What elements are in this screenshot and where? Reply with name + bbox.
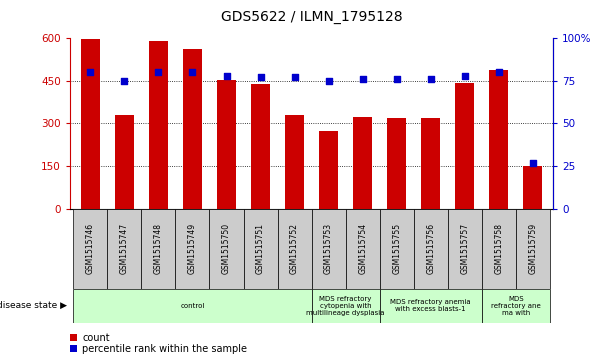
Bar — [353, 117, 372, 209]
Text: GSM1515746: GSM1515746 — [86, 223, 95, 274]
Text: GSM1515748: GSM1515748 — [154, 223, 163, 274]
Bar — [108, 209, 142, 289]
Text: GDS5622 / ILMN_1795128: GDS5622 / ILMN_1795128 — [221, 9, 402, 24]
Bar — [149, 41, 168, 209]
Bar — [482, 289, 550, 323]
Bar — [489, 70, 508, 209]
Text: MDS refractory anemia
with excess blasts-1: MDS refractory anemia with excess blasts… — [390, 299, 471, 312]
Bar — [319, 131, 338, 209]
Bar — [81, 39, 100, 209]
Point — [290, 74, 300, 80]
Bar — [74, 209, 108, 289]
Bar — [345, 209, 379, 289]
Point — [494, 69, 503, 75]
Point — [154, 69, 164, 75]
Text: GSM1515757: GSM1515757 — [460, 223, 469, 274]
Bar — [244, 209, 278, 289]
Text: MDS refractory
cytopenia with
multilineage dysplasia: MDS refractory cytopenia with multilinea… — [306, 296, 385, 316]
Text: GSM1515754: GSM1515754 — [358, 223, 367, 274]
Bar — [447, 209, 482, 289]
Point — [120, 78, 130, 83]
Text: percentile rank within the sample: percentile rank within the sample — [82, 344, 247, 354]
Bar — [523, 166, 542, 209]
Bar — [421, 118, 440, 209]
Text: count: count — [82, 333, 109, 343]
Bar — [115, 115, 134, 209]
Text: GSM1515752: GSM1515752 — [290, 223, 299, 274]
Text: GSM1515749: GSM1515749 — [188, 223, 197, 274]
Bar — [516, 209, 550, 289]
Text: GSM1515753: GSM1515753 — [324, 223, 333, 274]
Point — [528, 160, 537, 166]
Bar — [217, 80, 236, 209]
Text: control: control — [181, 303, 205, 309]
Text: MDS
refractory ane
ma with: MDS refractory ane ma with — [491, 296, 541, 316]
Point — [188, 69, 198, 75]
Bar — [251, 84, 270, 209]
Bar — [285, 115, 304, 209]
Text: GSM1515759: GSM1515759 — [528, 223, 537, 274]
Point — [86, 69, 95, 75]
Bar — [278, 209, 311, 289]
Bar — [379, 289, 482, 323]
Point — [460, 73, 469, 78]
Text: GSM1515755: GSM1515755 — [392, 223, 401, 274]
Bar — [183, 49, 202, 209]
Bar — [482, 209, 516, 289]
Bar — [210, 209, 244, 289]
Text: GSM1515758: GSM1515758 — [494, 223, 503, 274]
Bar — [311, 289, 379, 323]
Bar — [455, 83, 474, 209]
Point — [256, 74, 266, 80]
Bar — [74, 289, 311, 323]
Text: GSM1515751: GSM1515751 — [256, 223, 265, 274]
Point — [426, 76, 435, 82]
Bar — [413, 209, 447, 289]
Bar — [142, 209, 176, 289]
Point — [392, 76, 401, 82]
Bar — [387, 118, 406, 209]
Point — [323, 78, 333, 83]
Point — [358, 76, 367, 82]
Point — [222, 73, 232, 78]
Text: GSM1515756: GSM1515756 — [426, 223, 435, 274]
Text: GSM1515747: GSM1515747 — [120, 223, 129, 274]
Bar — [379, 209, 413, 289]
Bar — [176, 209, 210, 289]
Text: disease state ▶: disease state ▶ — [0, 301, 67, 310]
Text: GSM1515750: GSM1515750 — [222, 223, 231, 274]
Bar — [311, 209, 345, 289]
